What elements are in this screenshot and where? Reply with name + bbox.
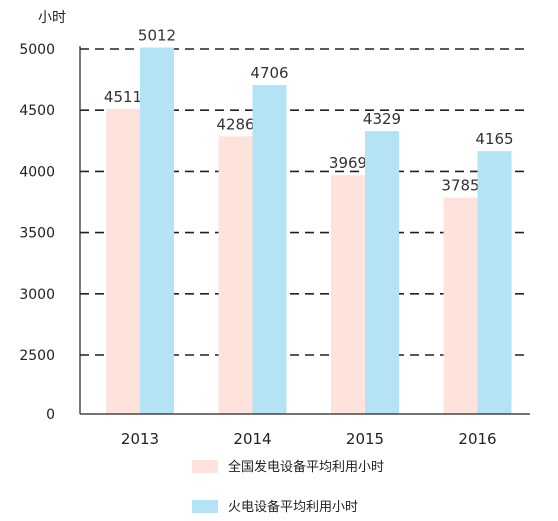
x-tick-label: 2016 xyxy=(458,430,496,448)
bar-thermal-equipment xyxy=(477,151,512,415)
bar-thermal-equipment xyxy=(365,131,399,414)
legend-swatch xyxy=(192,500,218,513)
data-label: 3785 xyxy=(441,177,479,195)
y-tick-label: 4500 xyxy=(19,103,55,119)
data-label: 4329 xyxy=(363,110,401,128)
y-tick-label: 5000 xyxy=(19,42,55,58)
data-label: 4706 xyxy=(250,64,288,82)
y-tick-label: 3000 xyxy=(19,287,55,303)
data-label: 3969 xyxy=(329,154,367,172)
y-tick-label: 0 xyxy=(46,407,55,423)
bar-thermal-equipment xyxy=(252,84,287,415)
bar-all-equipment xyxy=(106,108,140,414)
legend-label: 火电设备平均利用小时 xyxy=(228,499,358,515)
y-tick-label: 3500 xyxy=(19,226,55,242)
y-axis-ticks: 0 2500 3000 3500 4000 4500 5000 xyxy=(19,42,55,423)
bars: 4511 5012 4286 4706 3969 4329 3785 4165 xyxy=(104,27,514,415)
data-label: 5012 xyxy=(138,27,176,45)
y-tick-label: 2500 xyxy=(19,348,55,364)
legend-swatch xyxy=(192,460,218,473)
legend-label: 全国发电设备平均利用小时 xyxy=(228,459,384,475)
bar-all-equipment xyxy=(443,197,478,414)
x-axis-labels: 2013 2014 2015 2016 xyxy=(121,430,497,448)
x-tick-label: 2014 xyxy=(233,430,271,448)
data-label: 4165 xyxy=(475,130,513,148)
y-tick-label: 4000 xyxy=(19,164,55,180)
bar-all-equipment xyxy=(331,175,365,414)
x-tick-label: 2015 xyxy=(346,430,384,448)
x-tick-label: 2013 xyxy=(121,430,159,448)
y-axis-unit-label: 小时 xyxy=(38,10,66,26)
bar-thermal-equipment xyxy=(140,47,174,415)
data-label: 4286 xyxy=(216,115,254,133)
data-label: 4511 xyxy=(104,88,142,106)
bar-all-equipment xyxy=(218,136,253,414)
